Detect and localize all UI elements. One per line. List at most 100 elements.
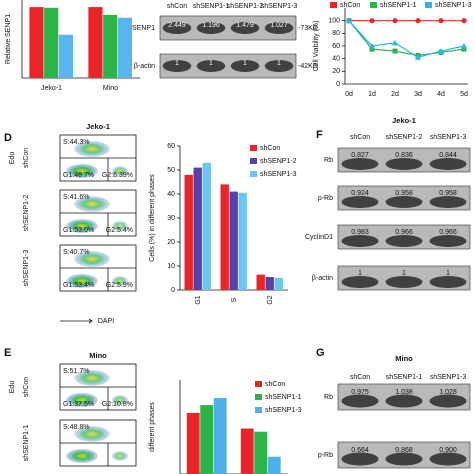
bar <box>186 412 200 474</box>
point <box>369 43 375 49</box>
band <box>385 235 423 247</box>
row-label: Rb <box>324 157 333 164</box>
row-label: p-Rb <box>318 195 333 202</box>
x-tick-label: Jeko-1 <box>41 85 62 92</box>
band <box>230 60 260 72</box>
bar <box>200 405 214 474</box>
x-tick-label: 1d <box>368 91 376 98</box>
band-value: 1.196 <box>202 22 220 29</box>
band <box>230 22 260 34</box>
sample-label: shSENP1-2 <box>23 195 30 232</box>
lane-label: shCon <box>350 374 370 381</box>
point <box>438 48 444 54</box>
x-tick-label: Mino <box>103 85 118 92</box>
g1-gate: G1:53.0% <box>63 227 94 234</box>
band <box>341 394 379 408</box>
band <box>385 196 423 208</box>
cell-cloud <box>112 221 128 231</box>
g1-gate: G1:53.4% <box>63 282 94 289</box>
mw-marker: -73KD <box>298 25 318 32</box>
row-label: Rb <box>324 394 333 401</box>
cell-cloud <box>66 219 98 233</box>
cell-cloud <box>74 426 110 442</box>
cell-cloud <box>112 395 128 405</box>
cell-cloud <box>66 393 98 407</box>
legend-swatch <box>370 2 377 8</box>
band <box>385 394 423 408</box>
bar <box>88 7 103 78</box>
lane-label: shSENP1-2 <box>227 3 264 10</box>
legend-swatch <box>250 145 257 151</box>
cell-cloud <box>74 251 110 267</box>
point <box>369 18 375 24</box>
band-value: 1 <box>243 60 247 67</box>
point <box>461 46 467 52</box>
point <box>461 43 467 49</box>
point <box>369 46 375 52</box>
band <box>429 196 467 208</box>
legend-label: shSENP1-3 <box>260 171 297 178</box>
point <box>461 18 467 24</box>
bar <box>44 7 59 78</box>
panel-letter: G <box>316 347 325 359</box>
band-value: 1.479 <box>236 22 254 29</box>
band-value: 0.844 <box>439 152 457 159</box>
band <box>196 22 226 34</box>
band <box>264 22 294 34</box>
bar <box>103 14 118 79</box>
row-label: β-actin <box>312 275 333 282</box>
y-tick-label: 0 <box>171 287 175 294</box>
g2-gate: G2:5.4% <box>106 227 133 234</box>
row-label: p-Rb <box>318 452 333 459</box>
blot-title: Jeko-1 <box>392 116 416 125</box>
lane-label: shSENP1-3 <box>430 134 467 141</box>
y-tick-label: 50 <box>167 167 175 174</box>
band-value: 1 <box>446 270 450 277</box>
legend-swatch <box>255 381 262 387</box>
band-value: 0.958 <box>439 190 457 197</box>
band-value: 1 <box>175 60 179 67</box>
y-tick-label: 100 <box>328 18 340 25</box>
series-line <box>348 20 465 59</box>
y-tick-label: 40 <box>167 191 175 198</box>
row-label: SENP1 <box>132 25 155 32</box>
cell-cloud <box>66 449 98 463</box>
band <box>341 196 379 208</box>
flow-y-label: Edu <box>9 381 16 394</box>
x-tick-label: G1 <box>195 295 202 304</box>
bar <box>220 184 229 290</box>
band <box>429 276 467 288</box>
band-value: 1.028 <box>439 389 457 396</box>
bar <box>265 277 274 290</box>
cell-cloud <box>112 166 128 176</box>
band <box>385 276 423 288</box>
row-label: CyclinD1 <box>305 234 333 241</box>
band <box>429 235 467 247</box>
y-tick-label: 60 <box>332 43 340 50</box>
band <box>429 452 467 466</box>
bar <box>184 174 193 290</box>
x-tick-label: G2 <box>267 295 274 304</box>
axis-arrow <box>60 318 93 324</box>
y-tick-label: 80 <box>332 30 340 37</box>
g2-gate: G2:6.39% <box>102 172 133 179</box>
y-axis-label: Cell Viability (%) <box>313 21 320 72</box>
bar <box>274 278 283 290</box>
point <box>392 39 398 46</box>
x-tick-label: S <box>231 297 238 302</box>
mw-marker: -42KD <box>298 63 318 70</box>
lane-label: shSENP1-1 <box>386 374 423 381</box>
panel-letter: E <box>4 347 11 359</box>
panel-letter: F <box>316 129 323 141</box>
flow-title: Mino <box>89 351 107 360</box>
x-tick-label: 2d <box>391 91 399 98</box>
y-tick-label: 30 <box>167 215 175 222</box>
s-gate: S:41.6% <box>63 194 89 201</box>
band-value: 1.027 <box>270 22 288 29</box>
legend-label: shSENP1-2 <box>260 158 297 165</box>
y-tick-label: 40 <box>332 56 340 63</box>
y-tick-label: 0 <box>336 81 340 88</box>
y-axis-label: Relative SENP1 <box>5 14 12 64</box>
